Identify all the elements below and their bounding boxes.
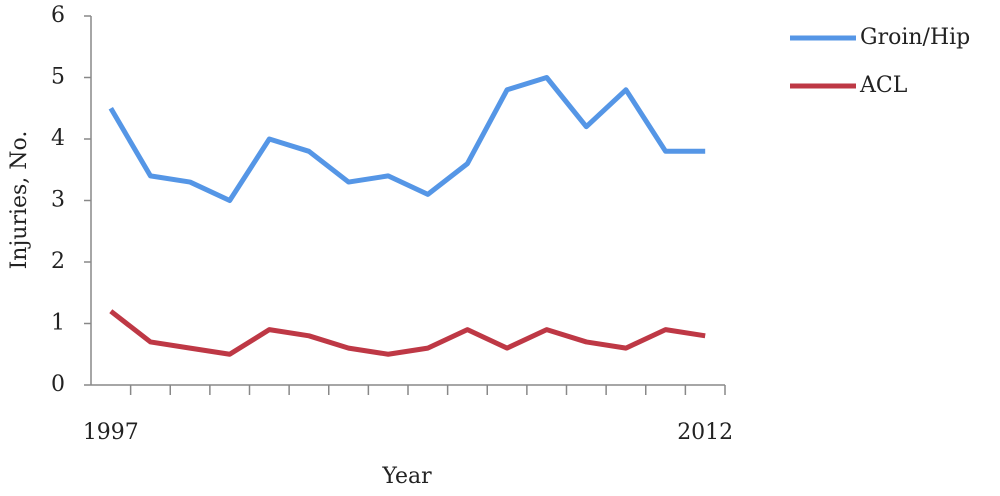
y-tick-label: 5 <box>51 65 65 90</box>
x-tick-label: 1997 <box>83 420 139 445</box>
y-tick-label: 2 <box>51 249 65 274</box>
series-line <box>109 309 706 357</box>
y-tick-label: 0 <box>51 372 65 397</box>
x-tick-label: 2012 <box>677 420 733 445</box>
x-axis-label: Year <box>381 464 432 489</box>
series-line <box>108 75 706 203</box>
legend-label: Groin/Hip <box>860 25 970 50</box>
y-tick-label: 3 <box>51 188 65 213</box>
y-tick-label: 4 <box>51 126 65 151</box>
y-tick-label: 1 <box>51 311 65 336</box>
y-tick-label: 6 <box>51 3 65 28</box>
y-axis-label: Injuries, No. <box>7 131 32 270</box>
legend-label: ACL <box>859 73 908 98</box>
